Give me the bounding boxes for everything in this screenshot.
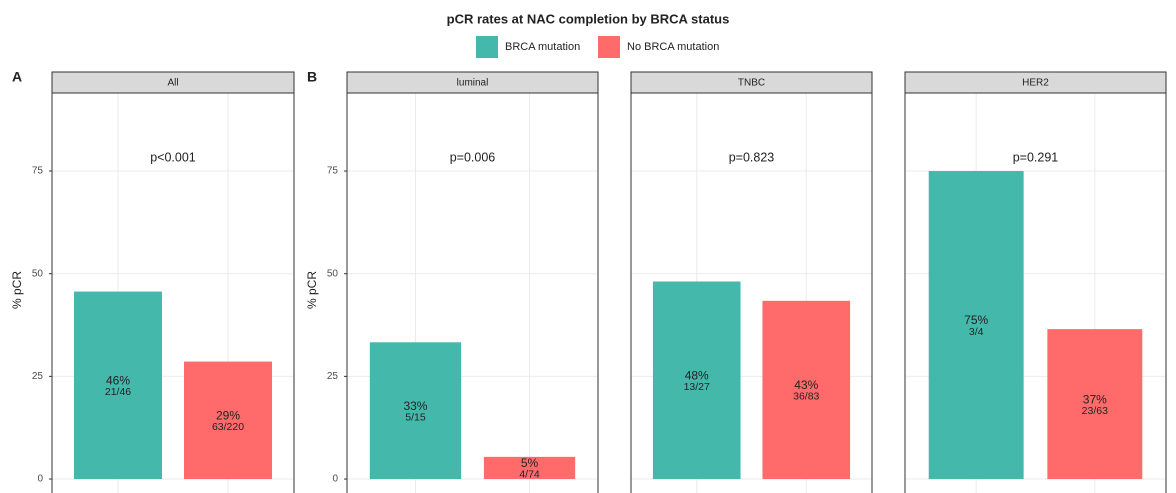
count-label: 3/4	[969, 326, 984, 338]
bar	[74, 291, 162, 480]
y-tick-label: 75	[327, 166, 339, 177]
value-label: 75%	[964, 313, 988, 327]
count-label: 4/74	[519, 469, 540, 481]
count-label: 23/63	[1082, 405, 1108, 417]
p-value: p=0.006	[450, 150, 496, 164]
value-label: 43%	[794, 378, 818, 392]
legend-label: No BRCA mutation	[627, 41, 719, 53]
chart-title: pCR rates at NAC completion by BRCA stat…	[447, 11, 730, 26]
y-axis-label: % pCR	[305, 271, 319, 309]
strip-label: All	[167, 78, 178, 89]
y-tick-label: 50	[32, 268, 44, 279]
strip-label: luminal	[457, 78, 489, 89]
y-tick-label: 50	[327, 268, 339, 279]
panel-border	[630, 92, 873, 493]
bar	[184, 361, 272, 480]
bar	[928, 171, 1024, 480]
y-tick-label: 25	[327, 371, 339, 382]
strip-label: TNBC	[738, 78, 765, 89]
p-value: p=0.823	[729, 150, 775, 164]
value-label: 37%	[1083, 392, 1107, 406]
value-label: 33%	[403, 399, 427, 413]
p-value: p=0.291	[1013, 150, 1059, 164]
bar	[652, 281, 741, 480]
count-label: 63/220	[212, 421, 244, 433]
bar	[369, 342, 462, 480]
y-tick-label: 25	[32, 371, 44, 382]
value-label: 29%	[216, 408, 240, 422]
count-label: 5/15	[405, 411, 426, 423]
count-label: 21/46	[105, 386, 131, 398]
legend-swatch	[476, 36, 498, 58]
panel-label: A	[12, 69, 22, 85]
bar	[1047, 329, 1143, 480]
count-label: 36/83	[793, 391, 819, 403]
panel-border	[904, 92, 1167, 493]
legend-label: BRCA mutation	[505, 41, 580, 53]
bar	[762, 300, 851, 480]
panel-label: B	[307, 69, 317, 85]
panel-border	[51, 92, 295, 493]
y-tick-label: 75	[32, 166, 44, 177]
value-label: 48%	[685, 368, 709, 382]
y-axis-label: % pCR	[10, 271, 24, 309]
p-value: p<0.001	[150, 150, 196, 164]
y-tick-label: 0	[332, 474, 338, 485]
strip-label: HER2	[1022, 78, 1049, 89]
count-label: 13/27	[684, 381, 710, 393]
value-label: 5%	[521, 456, 539, 470]
y-tick-label: 0	[37, 474, 43, 485]
panel-border	[346, 92, 599, 493]
legend-swatch	[598, 36, 620, 58]
value-label: 46%	[106, 373, 130, 387]
bar	[483, 456, 576, 480]
